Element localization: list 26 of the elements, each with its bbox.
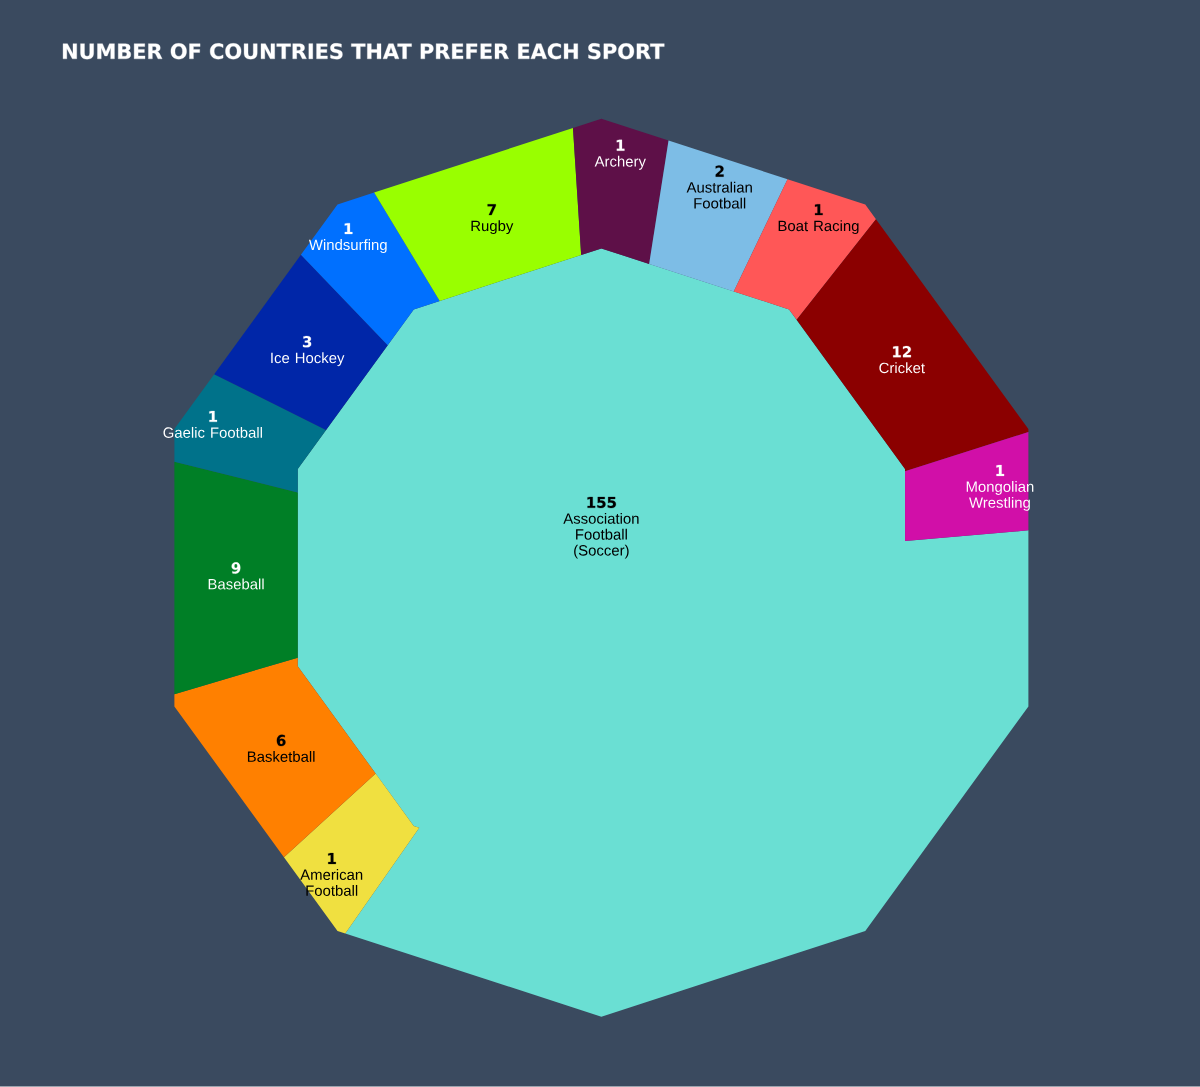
category-label: American Football (300, 869, 363, 897)
category-label: Gaelic Football (163, 427, 262, 439)
data-label: 1 (814, 204, 823, 216)
data-label: 155 (587, 497, 616, 509)
category-label: Cricket (879, 362, 925, 374)
data-label: 1 (209, 411, 217, 423)
data-label: 9 (231, 562, 241, 574)
data-label: 1 (996, 465, 1005, 477)
data-label: 7 (487, 204, 496, 216)
category-label: Basketball (247, 751, 315, 763)
category-label: Baseball (208, 578, 264, 590)
data-label: 2 (715, 165, 724, 177)
category-label: Boat Racing (778, 220, 859, 235)
data-label: 1 (328, 853, 336, 865)
category-label: Rugby (471, 220, 514, 235)
text: NUMBER OF COUNTRIES THAT PREFER EACH SPORT (63, 43, 665, 60)
category-label: Ice Hockey (271, 352, 345, 367)
data-label: 3 (302, 336, 312, 348)
data-label: 1 (344, 223, 353, 235)
category-label: Windsurfing (308, 239, 387, 254)
category-label: Archery (594, 156, 646, 170)
data-label: 1 (616, 140, 625, 151)
data-label: 12 (893, 346, 911, 358)
category-label: Australian Football (686, 181, 752, 209)
data-label: 6 (276, 735, 286, 747)
category-label: Association Football (Soccer) (563, 513, 639, 559)
